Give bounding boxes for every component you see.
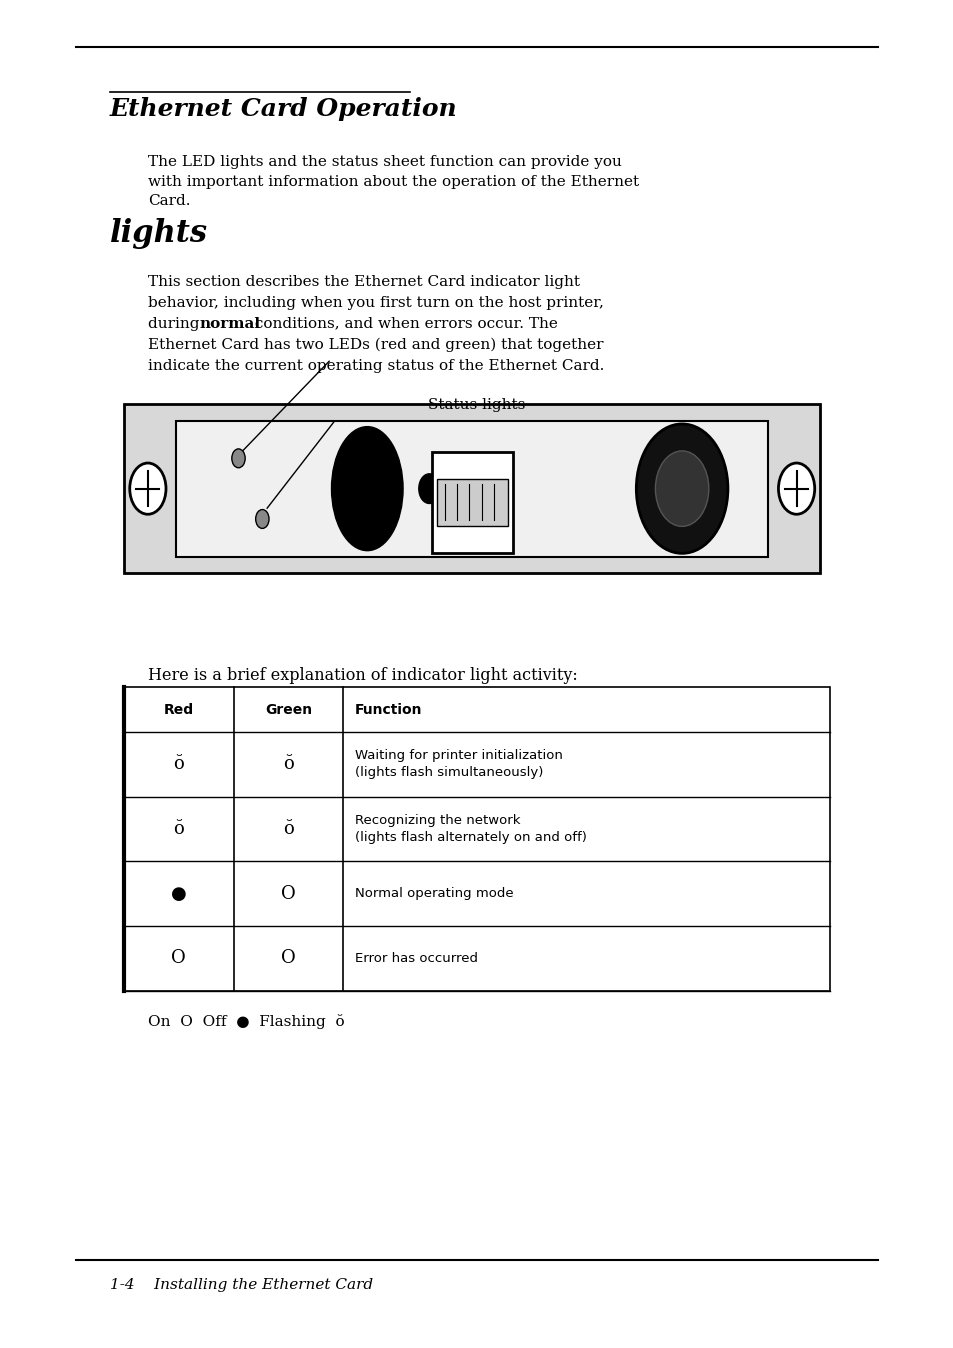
Text: behavior, including when you first turn on the host printer,: behavior, including when you first turn … [148, 295, 603, 310]
Text: lights: lights [110, 218, 208, 249]
Text: O: O [172, 949, 186, 968]
FancyBboxPatch shape [432, 452, 513, 553]
Circle shape [418, 474, 439, 504]
Circle shape [255, 510, 269, 528]
Text: Status lights: Status lights [428, 398, 525, 411]
Circle shape [130, 464, 166, 515]
Text: Function: Function [355, 702, 422, 717]
Text: Here is a brief explanation of indicator light activity:: Here is a brief explanation of indicator… [148, 667, 577, 685]
FancyBboxPatch shape [124, 404, 820, 573]
Text: O: O [281, 884, 295, 903]
FancyBboxPatch shape [124, 687, 829, 991]
Text: indicate the current operating status of the Ethernet Card.: indicate the current operating status of… [148, 359, 603, 372]
Text: ŏ: ŏ [173, 755, 184, 774]
Text: Error has occurred: Error has occurred [355, 952, 477, 965]
Text: Ethernet Card has two LEDs (red and green) that together: Ethernet Card has two LEDs (red and gree… [148, 337, 602, 352]
Text: ŏ: ŏ [283, 820, 294, 838]
Text: This section describes the Ethernet Card indicator light: This section describes the Ethernet Card… [148, 275, 579, 288]
Text: 1-4    Installing the Ethernet Card: 1-4 Installing the Ethernet Card [110, 1278, 373, 1291]
Ellipse shape [332, 426, 403, 551]
Text: during: during [148, 317, 204, 330]
Text: Normal operating mode: Normal operating mode [355, 887, 513, 900]
Circle shape [778, 464, 814, 515]
Text: On  O  Off  ●  Flashing  ŏ: On O Off ● Flashing ŏ [148, 1014, 344, 1029]
Text: Red: Red [164, 702, 193, 717]
Circle shape [636, 423, 727, 553]
Text: O: O [281, 949, 295, 968]
Text: normal: normal [199, 317, 260, 330]
Text: ●: ● [171, 884, 187, 903]
Text: Green: Green [265, 702, 312, 717]
Circle shape [655, 450, 708, 527]
Text: ŏ: ŏ [173, 820, 184, 838]
Circle shape [232, 449, 245, 468]
FancyBboxPatch shape [436, 479, 508, 526]
Text: Recognizing the network
(lights flash alternately on and off): Recognizing the network (lights flash al… [355, 814, 586, 844]
Text: Waiting for printer initialization
(lights flash simultaneously): Waiting for printer initialization (ligh… [355, 749, 562, 779]
Text: conditions, and when errors occur. The: conditions, and when errors occur. The [250, 317, 558, 330]
Text: The LED lights and the status sheet function can provide you
with important info: The LED lights and the status sheet func… [148, 155, 639, 208]
Text: Ethernet Card Operation: Ethernet Card Operation [110, 97, 456, 121]
FancyBboxPatch shape [176, 421, 767, 557]
Text: ŏ: ŏ [283, 755, 294, 774]
